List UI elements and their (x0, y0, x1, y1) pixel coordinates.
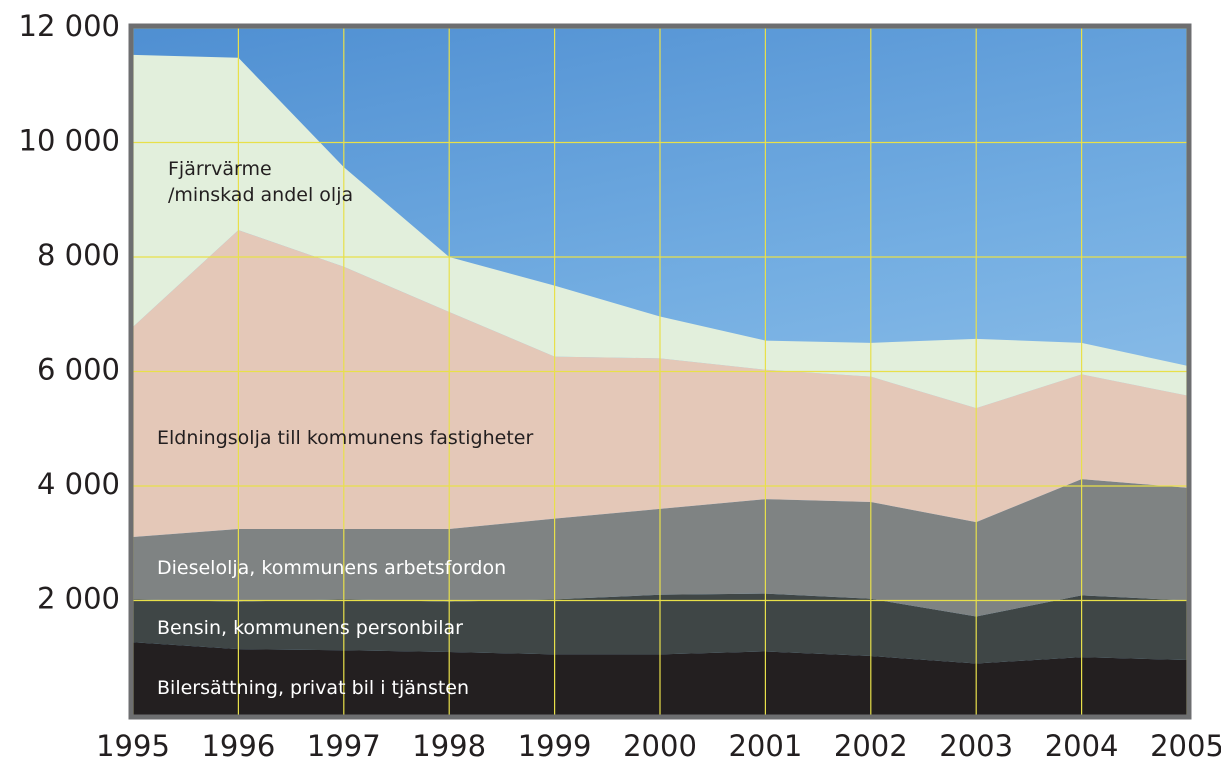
series-label: Bensin, kommunens personbilar (157, 615, 463, 641)
y-tick-label: 10 000 (19, 124, 120, 158)
chart: 2 000 4 000 6 000 8 000 10 000 12 000 1995 1996… (0, 0, 1221, 774)
series-label: Bilersättning, privat bil i tjänsten (157, 675, 469, 701)
x-tick-label: 2003 (939, 729, 1013, 763)
x-tick-label: 1996 (201, 729, 275, 763)
x-tick-label: 2005 (1150, 729, 1221, 763)
x-tick-label: 1997 (307, 729, 381, 763)
x-tick-label: 1998 (412, 729, 486, 763)
x-tick-label: 1995 (96, 729, 170, 763)
y-tick-label: 12 000 (19, 9, 120, 43)
x-tick-label: 2001 (728, 729, 802, 763)
series-label: Dieselolja, kommunens arbetsfordon (157, 555, 506, 581)
series-label: Fjärrvärme /minskad andel olja (168, 156, 353, 208)
page: 2 000 4 000 6 000 8 000 10 000 12 000 1995 1996… (0, 0, 1221, 774)
series-label: Eldningsolja till kommunens fastigheter (157, 425, 533, 451)
y-tick-label: 4 000 (37, 467, 120, 501)
x-tick-label: 2004 (1045, 729, 1119, 763)
x-tick-label: 2002 (834, 729, 908, 763)
x-tick-label: 2000 (623, 729, 697, 763)
x-tick-label: 1999 (518, 729, 592, 763)
y-tick-label: 2 000 (37, 582, 120, 616)
y-tick-label: 6 000 (37, 353, 120, 387)
y-tick-label: 8 000 (37, 238, 120, 272)
